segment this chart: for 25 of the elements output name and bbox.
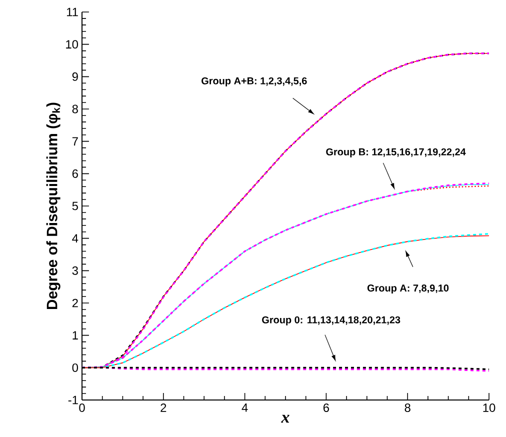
x-tick-label: 0	[79, 404, 85, 412]
y-axis-title: Degree of Disequilibrium (φ$_{k}$)	[46, 102, 60, 309]
annotation: Group A: 7,8,9,10	[367, 284, 449, 294]
y-tick-label: 8	[72, 104, 78, 114]
y-tick-label: 9	[72, 72, 78, 81]
y-tick-label: 6	[72, 169, 78, 178]
x-tick-label: 6	[323, 404, 330, 412]
y-tick-label: 5	[72, 202, 78, 210]
y-tick-label: 0	[72, 363, 78, 372]
y-tick-label: 10	[66, 40, 78, 49]
y-tick-label: -1	[68, 396, 78, 404]
x-tick-label: 8	[404, 404, 410, 412]
y-tick-label: 7	[72, 137, 78, 146]
y-tick-label: 2	[72, 298, 78, 308]
annotation: Group A+B: 1,2,3,4,5,6	[202, 77, 307, 86]
x-tick-label: 10	[483, 404, 496, 412]
y-tick-label: 11	[66, 8, 78, 16]
annotation: Group 0: 11,13,14,18,20,21,23	[262, 316, 400, 326]
annotation: Group B: 12,15,16,17,19,22,24	[326, 148, 466, 158]
x-axis-title: x	[281, 414, 290, 423]
y-tick-label: 1	[72, 331, 78, 340]
x-tick-label: 2	[160, 404, 166, 412]
y-tick-label: 4	[72, 234, 78, 242]
y-tick-label: 3	[72, 266, 78, 275]
x-tick-label: 4	[242, 404, 248, 412]
